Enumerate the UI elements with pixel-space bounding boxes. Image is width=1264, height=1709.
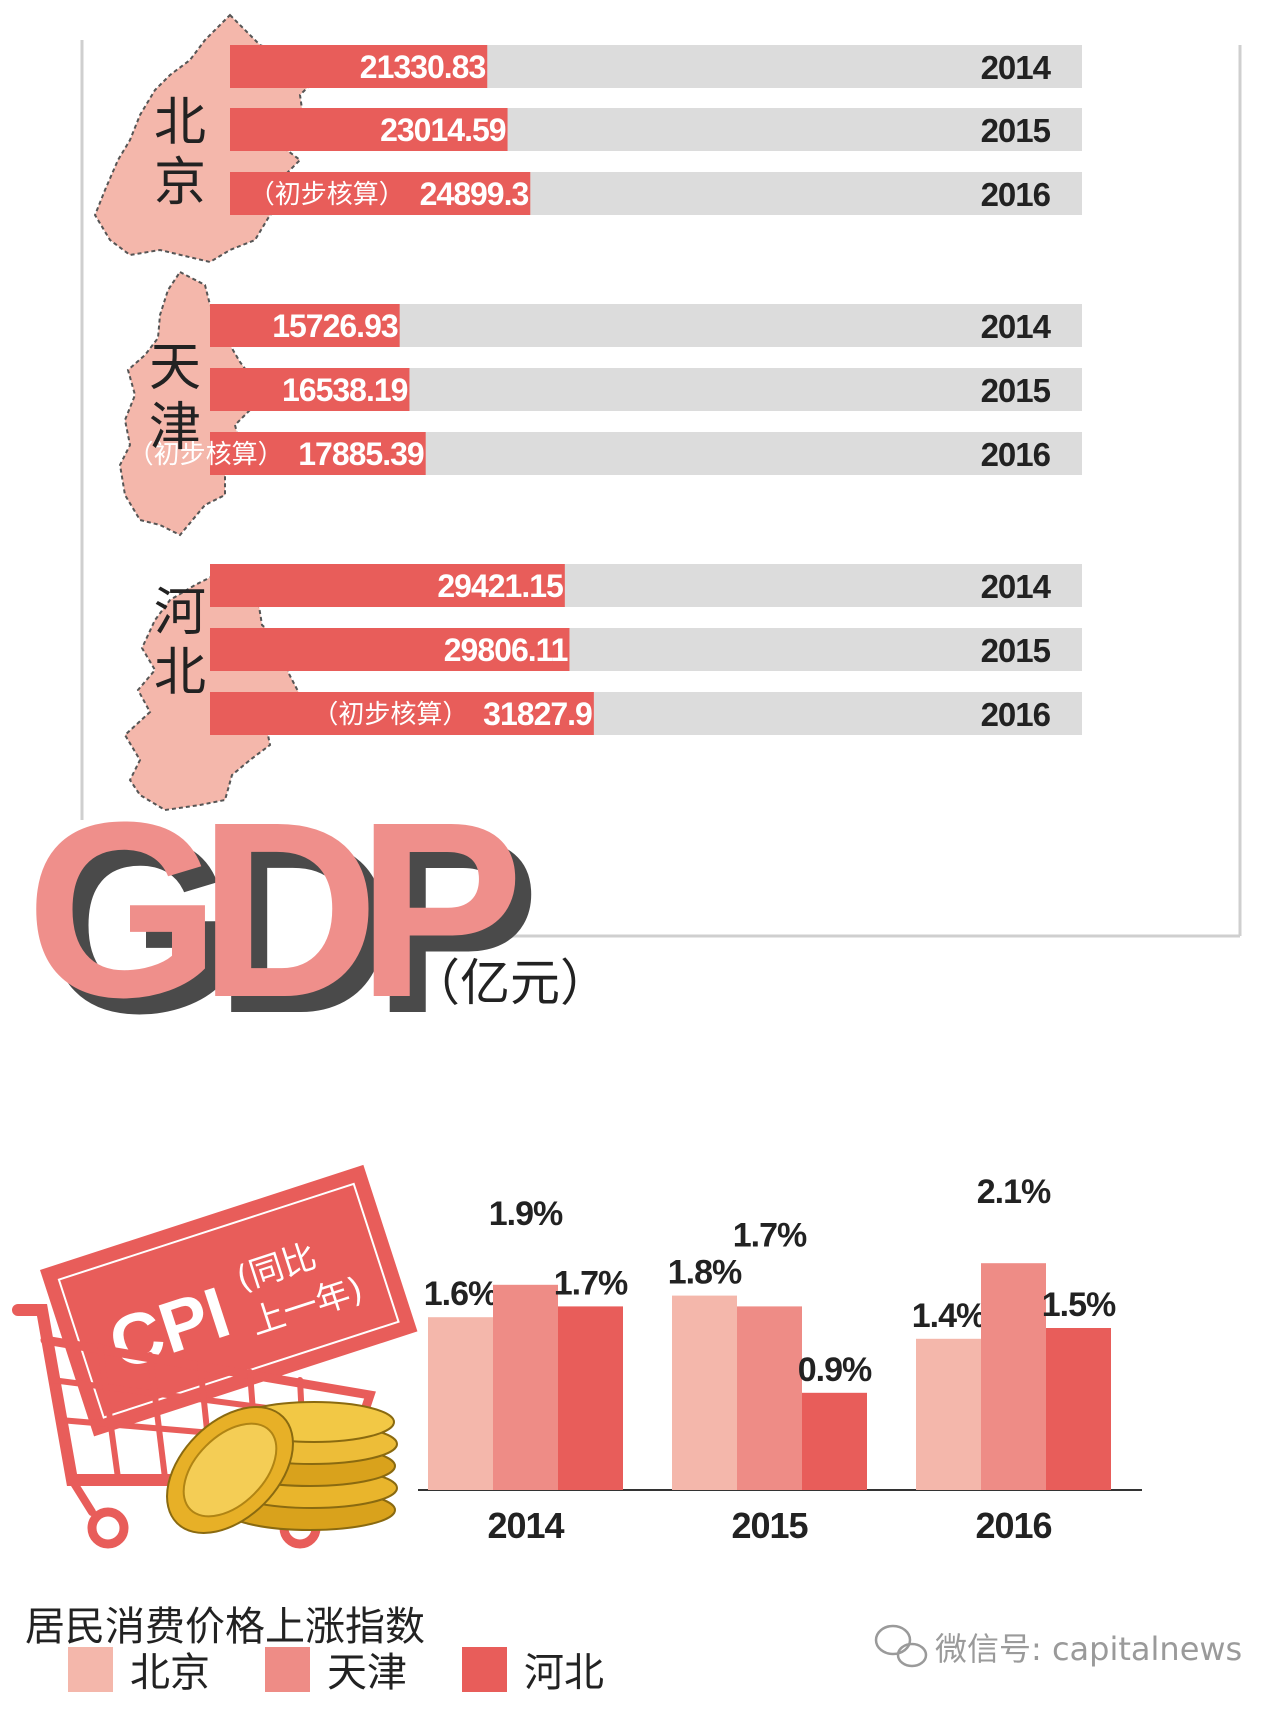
gdp-value-label-beijing-2016: 24899.3 [420,176,529,212]
legend-label-beijing: 北京 [130,1650,210,1696]
gdp-year-label-hebei-2016: 2016 [981,696,1051,733]
region-label-beijing-1: 北 [154,93,206,153]
wechat-icon [874,1624,928,1668]
cpi-bar-beijing-2015 [672,1295,737,1490]
cpi-bar-beijing-2016 [916,1338,981,1490]
gdp-year-label-tianjin-2016: 2016 [981,436,1051,473]
cpi-sign: CPI (同比 上一年) [40,1164,418,1437]
gdp-bar-chart: 21330.83 2014 23014.59 2015 24899.3 （初步核算） 201… [128,45,1082,735]
gdp-value-label-tianjin-2016: 17885.39 [298,436,424,472]
region-label-hebei-1: 河 [154,583,206,643]
gdp-bar-hebei-2015 [210,628,570,671]
gdp-frame [80,40,1242,938]
gdp-year-label-hebei-2014: 2014 [981,568,1052,605]
gdp-value-label-hebei-2016: 31827.9 [483,696,592,732]
region-label-beijing-2: 京 [154,153,206,213]
gdp-value-label-beijing-2015: 23014.59 [380,112,506,148]
gdp-note-label-beijing-2016: （初步核算） [249,180,405,210]
gdp-bar-beijing-2015 [230,108,508,151]
gdp-value-label-hebei-2014: 29421.15 [437,568,563,604]
cpi-xtick-label-2015: 2015 [731,1505,808,1546]
cpi-value-label-hebei-2015: 0.9% [798,1351,872,1389]
region-label-tianjin-1: 天 [149,338,201,398]
gdp-bar-hebei-2016 [210,692,594,735]
legend-swatch-hebei [462,1647,507,1692]
cpi-bar-hebei-2014 [558,1306,623,1490]
cpi-value-label-beijing-2015: 1.8% [668,1254,742,1292]
gdp-title-shadow: GDP [42,786,532,1065]
gdp-value-label-tianjin-2015: 16538.19 [282,372,408,408]
gdp-value-label-tianjin-2014: 15726.93 [272,308,398,344]
legend-item-tianjin: 天津 [265,1647,407,1696]
gdp-year-label-beijing-2015: 2015 [981,112,1051,149]
cpi-value-label-hebei-2014: 1.7% [554,1264,628,1302]
cpi-xtick-label-2014: 2014 [487,1505,564,1546]
gdp-year-label-tianjin-2015: 2015 [981,372,1051,409]
legend-item-hebei: 河北 [462,1647,604,1696]
cpi-bar-chart: 1.6%1.9%1.7%20141.8%1.7%0.9%20151.4%2.1%… [418,1173,1142,1546]
cpi-value-label-beijing-2014: 1.6% [424,1275,498,1313]
gdp-year-label-hebei-2015: 2015 [981,632,1051,669]
gdp-bar-beijing-2014 [230,45,488,88]
cpi-bar-hebei-2015 [802,1392,867,1490]
gdp-value-label-beijing-2014: 21330.83 [360,49,486,85]
watermark-text: 微信号: capitalnews [935,1630,1242,1668]
legend-swatch-tianjin [265,1647,310,1692]
region-label-hebei-2: 北 [154,643,206,703]
cpi-bar-tianjin-2014 [493,1284,558,1490]
cpi-xtick-label-2016: 2016 [975,1505,1051,1546]
cpi-bar-beijing-2014 [428,1317,493,1490]
gdp-year-label-tianjin-2014: 2014 [981,308,1052,345]
legend-label-hebei: 河北 [524,1650,604,1696]
legend: 北京 天津 河北 [68,1647,604,1696]
gdp-bar-tianjin-2015 [210,368,410,411]
legend-swatch-beijing [68,1647,113,1692]
cpi-value-label-tianjin-2014: 1.9% [489,1195,563,1233]
cpi-value-label-tianjin-2016: 2.1% [977,1173,1051,1211]
gdp-bar-beijing-2016 [230,172,531,215]
gdp-year-label-beijing-2016: 2016 [981,176,1051,213]
cpi-bar-tianjin-2015 [737,1306,802,1490]
gold-coins-icon [166,1401,398,1534]
gdp-title: GDP GDP [26,770,554,1065]
cpi-value-label-hebei-2016: 1.5% [1042,1286,1116,1324]
gdp-bar-hebei-2014 [210,564,565,607]
cpi-value-label-beijing-2016: 1.4% [912,1297,986,1335]
cpi-value-label-tianjin-2015: 1.7% [733,1216,807,1254]
gdp-unit-label: （亿元） [410,954,610,1012]
legend-item-beijing: 北京 [68,1647,210,1696]
cpi-caption: 居民消费价格上涨指数 [25,1604,425,1650]
gdp-note-label-hebei-2016: （初步核算） [312,700,468,730]
cpi-bar-tianjin-2016 [981,1263,1046,1490]
legend-label-tianjin: 天津 [327,1650,407,1696]
gdp-bar-tianjin-2016 [210,432,426,475]
gdp-note-label-tianjin-2016: （初步核算） [128,440,284,470]
watermark: 微信号: capitalnews [874,1624,1242,1668]
gdp-title-text: GDP [26,770,516,1049]
gdp-value-label-hebei-2015: 29806.11 [444,632,568,668]
gdp-year-label-beijing-2014: 2014 [981,49,1052,86]
region-label-tianjin-2: 津 [149,398,201,458]
cpi-bar-hebei-2016 [1046,1328,1111,1490]
gdp-bar-tianjin-2014 [210,304,400,347]
